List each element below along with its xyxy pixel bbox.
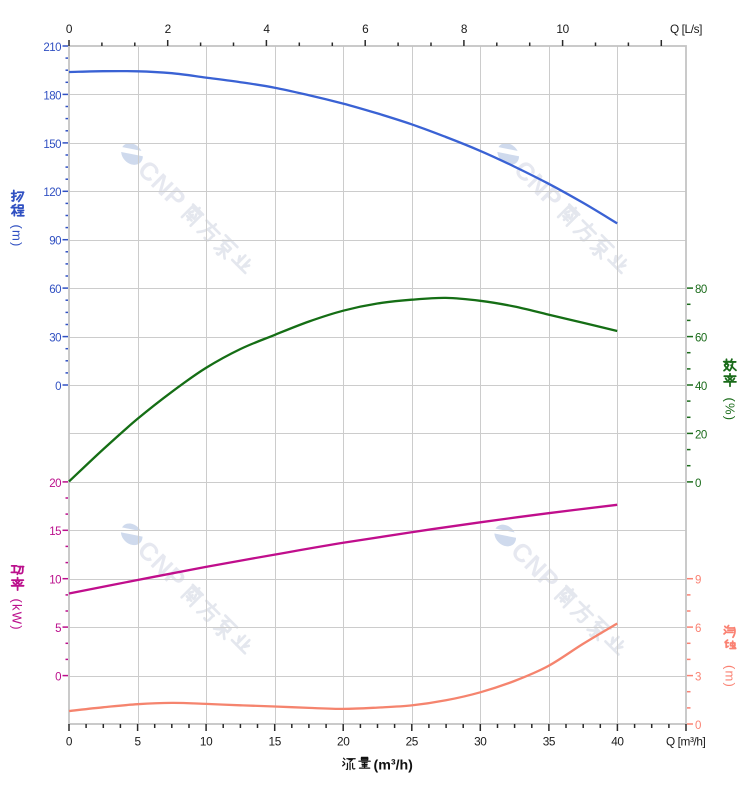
svg-text:150: 150: [43, 139, 61, 151]
svg-text:10: 10: [49, 575, 61, 587]
svg-text:5: 5: [55, 623, 61, 635]
svg-text:Q [L/s]: Q [L/s]: [670, 22, 702, 36]
svg-text:CNP: CNP: [132, 536, 191, 595]
svg-text:9: 9: [695, 575, 701, 587]
svg-text:CNP: CNP: [132, 155, 191, 214]
svg-text:0: 0: [55, 672, 61, 684]
svg-text:80: 80: [695, 284, 707, 296]
svg-text:25: 25: [406, 735, 419, 749]
svg-text:8: 8: [461, 22, 468, 36]
svg-text:15: 15: [49, 526, 61, 538]
svg-text:5: 5: [135, 735, 142, 749]
svg-text:3: 3: [695, 672, 701, 684]
svg-text:(kW): (kW): [10, 599, 25, 631]
svg-text:0: 0: [55, 381, 61, 393]
svg-text:35: 35: [543, 735, 556, 749]
svg-text:120: 120: [43, 187, 61, 199]
svg-text:90: 90: [49, 236, 61, 248]
svg-text:180: 180: [43, 90, 61, 102]
svg-text:6: 6: [695, 623, 701, 635]
svg-text:40: 40: [611, 735, 624, 749]
svg-text:210: 210: [43, 42, 61, 54]
svg-text:30: 30: [49, 333, 61, 345]
svg-text:20: 20: [49, 478, 61, 490]
svg-text:Q [m³/h]: Q [m³/h]: [666, 735, 706, 749]
svg-text:0: 0: [695, 720, 701, 732]
svg-text:15: 15: [269, 735, 282, 749]
svg-text:0: 0: [66, 735, 73, 749]
svg-text:20: 20: [337, 735, 350, 749]
svg-text:4: 4: [263, 22, 270, 36]
svg-text:10: 10: [556, 22, 569, 36]
svg-text:0: 0: [66, 22, 73, 36]
svg-text:(m): (m): [723, 665, 738, 688]
svg-text:CNP: CNP: [508, 155, 567, 214]
svg-text:(m): (m): [10, 225, 25, 248]
svg-text:10: 10: [200, 735, 213, 749]
svg-text:60: 60: [49, 284, 61, 296]
svg-text:40: 40: [695, 381, 707, 393]
svg-text:2: 2: [165, 22, 171, 36]
svg-text:30: 30: [474, 735, 487, 749]
svg-text:CNP: CNP: [505, 537, 564, 596]
svg-text:20: 20: [695, 429, 707, 441]
svg-text:6: 6: [362, 22, 369, 36]
svg-text:0: 0: [695, 478, 701, 490]
svg-text:(m³/h): (m³/h): [374, 758, 414, 774]
svg-text:60: 60: [695, 333, 707, 345]
svg-text:(%): (%): [723, 398, 738, 422]
